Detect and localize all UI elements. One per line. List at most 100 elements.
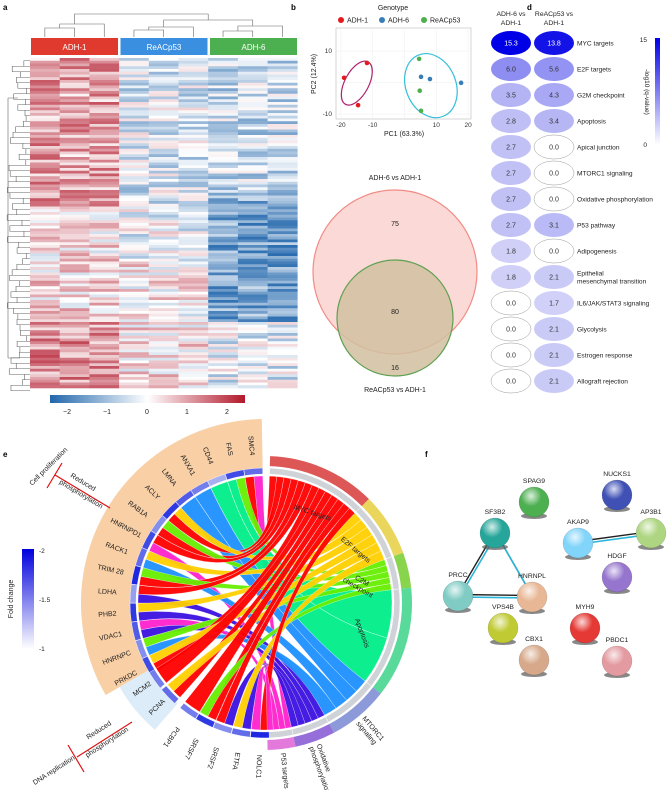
heatmap-cell [30,333,60,337]
heatmap-cell [30,302,60,306]
heatmap-cell [89,349,120,353]
heatmap-cell [30,374,60,378]
heatmap-cell [119,217,150,221]
heatmap-cell [59,360,90,364]
heatmap-cell [237,371,268,375]
x-tick-label: 20 [464,122,472,129]
heatmap-cell [237,148,268,152]
x-tick-label: -10 [368,122,378,129]
heatmap-cell [30,69,60,73]
heatmap-cell [178,247,209,251]
panel-label-b: b [291,3,296,12]
heatmap-cell [30,168,60,172]
heatmap-cell [119,302,150,306]
heatmap-cell [208,104,239,108]
heatmap-cell [89,228,120,232]
heatmap-cell [59,192,90,196]
heatmap-cell [59,242,90,246]
heatmap-cell [237,190,268,194]
heatmap-cell [208,118,239,122]
colorbar-tick-label: 0 [145,409,149,416]
heatmap-cell [59,349,90,353]
heatmap-cell [148,346,179,350]
heatmap-cell [178,319,209,323]
heatmap-cell [148,181,179,185]
heatmap-cell [30,311,60,315]
gene-fold-change-segment [190,480,211,496]
heatmap-cell [30,151,60,155]
heatmap-cell [89,214,120,218]
heatmap-cell [59,82,90,86]
enrichment-value: 15.3 [504,41,518,48]
heatmap-cell [208,129,239,133]
heatmap-cell [59,168,90,172]
heatmap-cell [119,264,150,268]
heatmap-cell [119,363,150,367]
heatmap-panel: ADH-1 ReACp53 ADH-6 −2 −1 0 1 2 [6,13,298,416]
heatmap-cell [119,250,150,254]
heatmap-cell [89,82,120,86]
colorbar-tick-label: -1 [39,646,45,653]
heatmap-cell [178,363,209,367]
heatmap-cell [89,190,120,194]
pathway-outer-ring-Apoptosis [372,587,412,694]
gene-fold-change-segment [175,490,195,507]
heatmap-cell [119,96,150,100]
heatmap-cell [178,151,209,155]
heatmap-cell [178,214,209,218]
heatmap-cell [89,311,120,315]
heatmap-cell [237,102,268,106]
heatmap-cell [148,220,179,224]
panel-label-f: f [425,450,428,459]
node-highlight [602,562,632,592]
heatmap-cell [237,278,268,282]
heatmap-cell [148,302,179,306]
heatmap-cell [59,275,90,279]
heatmap-cell [178,104,209,108]
heatmap-cell [59,253,90,257]
heatmap-cell [178,349,209,353]
heatmap-cell [237,63,268,67]
heatmap-cell [267,256,298,260]
heatmap-cell [178,176,209,180]
heatmap-cell [267,214,298,218]
heatmap-cell [178,170,209,174]
heatmap-cell [119,102,150,106]
legend-marker-ADH-1 [338,17,344,23]
heatmap-cell [237,245,268,249]
heatmap-cell [267,360,298,364]
heatmap-cell [178,308,209,312]
heatmap-cell [237,275,268,279]
heatmap-cell [267,170,298,174]
node-label: HDGF [607,553,626,560]
heatmap-cell [30,379,60,383]
heatmap-cell [30,316,60,320]
heatmap-cell [30,214,60,218]
heatmap-cell [267,324,298,328]
heatmap-cell [119,113,150,117]
heatmap-cell [267,267,298,271]
heatmap-cell [59,228,90,232]
heatmap-cell [148,272,179,276]
heatmap-cell [89,159,120,163]
heatmap-cell [237,140,268,144]
heatmap-cell [148,289,179,293]
heatmap-cell [89,118,120,122]
heatmap-cell [119,104,150,108]
heatmap-cell [148,366,179,370]
heatmap-cell [178,184,209,188]
heatmap-cell [148,333,179,337]
heatmap-cell [89,275,120,279]
heatmap-cell [59,302,90,306]
heatmap-cell [237,69,268,73]
heatmap-cell [59,333,90,337]
heatmap-cell [148,355,179,359]
heatmap-cell [59,80,90,84]
heatmap-cell [208,357,239,361]
heatmap-cell [208,377,239,381]
heatmap-cell [148,349,179,353]
heatmap-cell [237,253,268,257]
group-label: ADH-1 [62,43,87,52]
heatmap-cell [59,140,90,144]
heatmap-cell [119,374,150,378]
